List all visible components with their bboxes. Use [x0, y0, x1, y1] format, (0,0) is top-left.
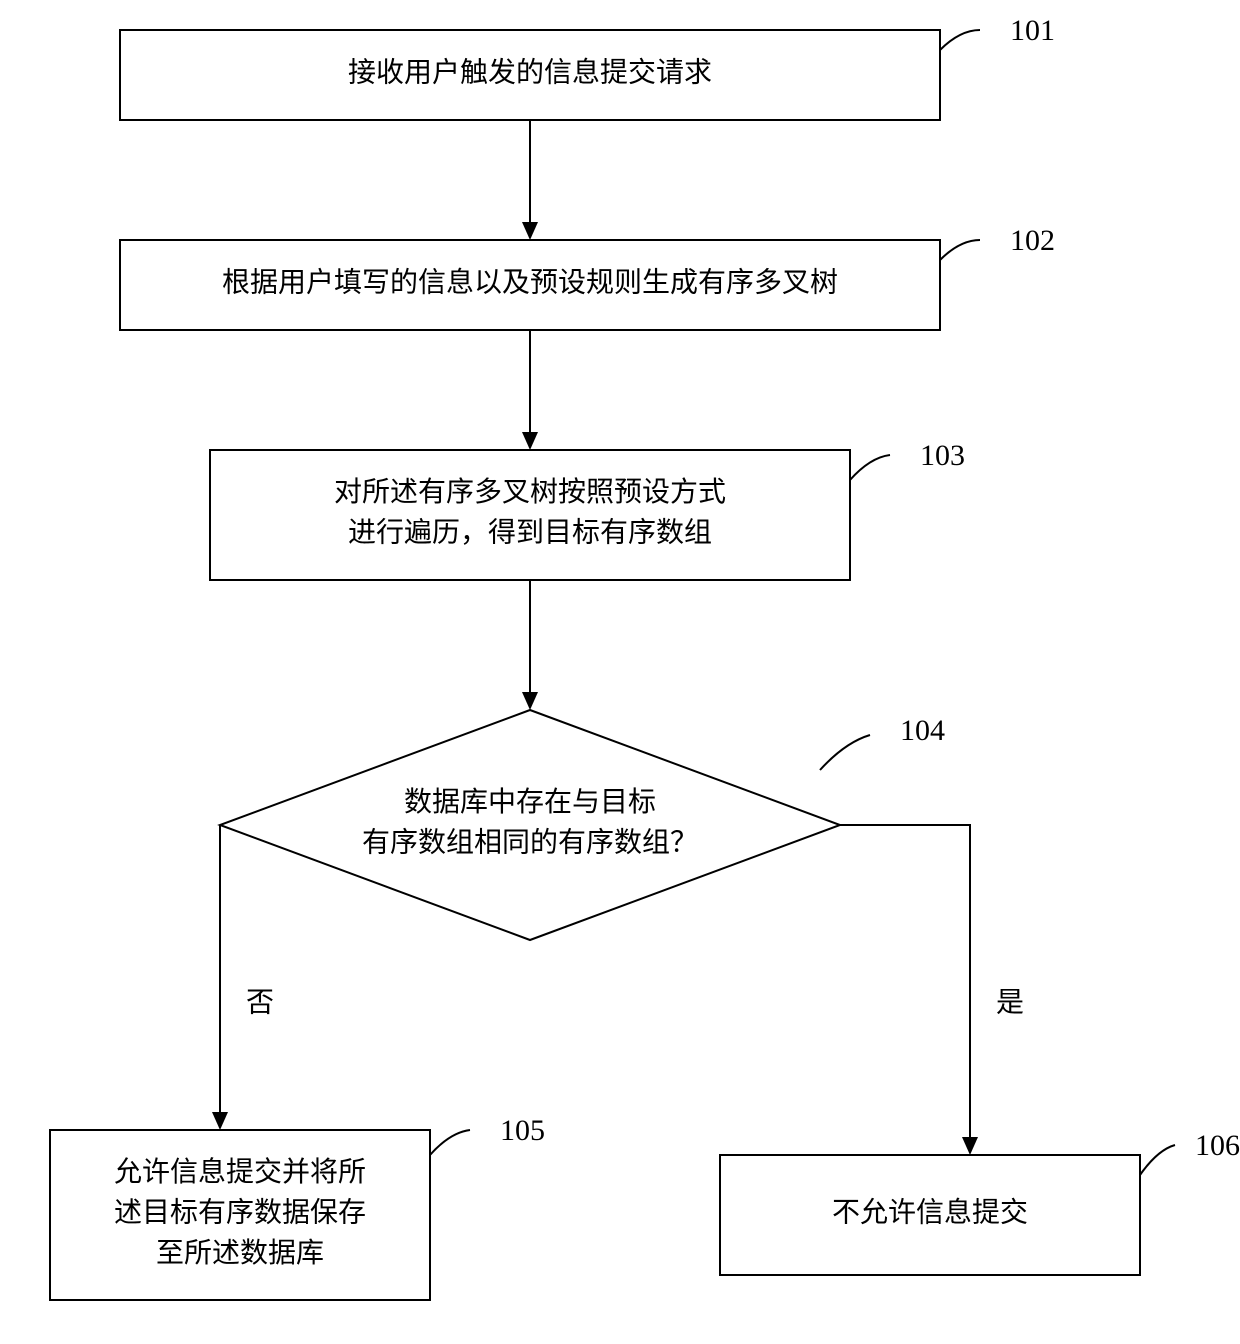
- node-text: 进行遍历，得到目标有序数组: [348, 517, 712, 549]
- branch-label: 是: [996, 987, 1024, 1018]
- flow-node-n103: 对所述有序多叉树按照预设方式进行遍历，得到目标有序数组 103: [210, 439, 965, 580]
- node-text: 接收用户触发的信息提交请求: [348, 56, 712, 88]
- step-number: 104: [900, 714, 945, 747]
- step-number: 106: [1195, 1129, 1240, 1162]
- step-number: 103: [920, 439, 965, 472]
- step-number: 105: [500, 1114, 545, 1147]
- branch-label: 否: [246, 987, 274, 1018]
- node-text: 不允许信息提交: [832, 1196, 1028, 1228]
- node-text: 对所述有序多叉树按照预设方式: [334, 476, 726, 508]
- node-text: 允许信息提交并将所: [114, 1156, 366, 1188]
- node-text: 有序数组相同的有序数组？: [362, 827, 698, 859]
- flow-node-n101: 接收用户触发的信息提交请求 101: [120, 14, 1055, 120]
- flow-node-n105: 允许信息提交并将所述目标有序数据保存至所述数据库 105: [50, 1114, 545, 1300]
- node-text: 数据库中存在与目标: [404, 786, 656, 818]
- node-text: 至所述数据库: [156, 1237, 324, 1269]
- flow-node-n104: 数据库中存在与目标有序数组相同的有序数组？ 104: [220, 710, 945, 940]
- step-number: 101: [1010, 14, 1055, 47]
- node-text: 述目标有序数据保存: [114, 1196, 366, 1228]
- step-number: 102: [1010, 224, 1055, 257]
- node-text: 根据用户填写的信息以及预设规则生成有序多叉树: [222, 266, 838, 298]
- flow-node-n106: 不允许信息提交 106: [720, 1129, 1240, 1275]
- flow-node-n102: 根据用户填写的信息以及预设规则生成有序多叉树 102: [120, 224, 1055, 330]
